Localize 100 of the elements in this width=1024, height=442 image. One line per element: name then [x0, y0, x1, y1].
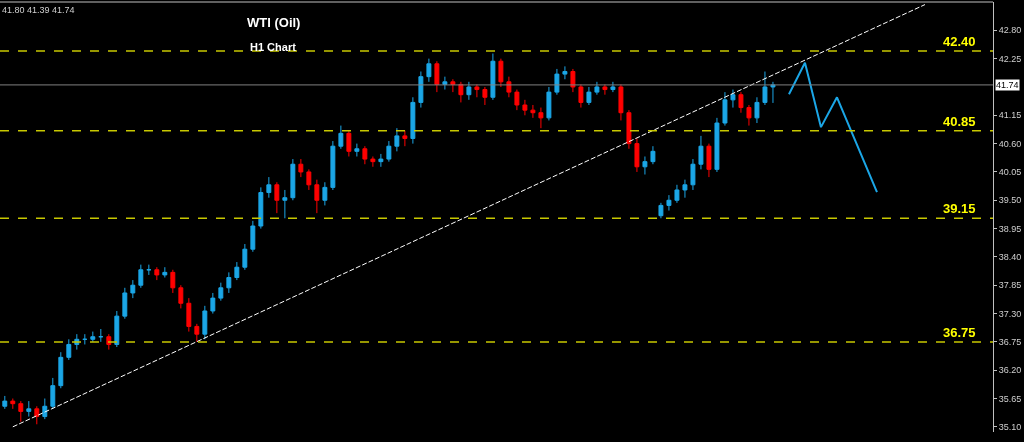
candlestick [210, 292, 216, 315]
candlestick [730, 89, 736, 109]
candlestick [138, 264, 144, 289]
candlestick [226, 271, 232, 294]
candlestick [130, 279, 136, 299]
candlestick [618, 83, 624, 121]
candlestick [546, 86, 552, 121]
candlestick [306, 168, 312, 191]
y-tick-label: 40.60 [998, 138, 1022, 149]
candlestick [538, 107, 544, 129]
candlestick [370, 155, 376, 168]
candlestick [402, 130, 408, 147]
candlestick [658, 202, 664, 219]
candlestick [410, 96, 416, 145]
y-tick-label: 37.30 [998, 308, 1022, 319]
candlestick [522, 99, 528, 116]
candlestick [186, 297, 192, 333]
candlestick [426, 58, 432, 83]
candlestick [578, 83, 584, 109]
y-tick-label: 41.15 [998, 110, 1022, 121]
candlestick [178, 284, 184, 309]
candlestick [162, 266, 168, 279]
candlestick [154, 266, 160, 281]
candlestick [394, 127, 400, 152]
line-series [787, 61, 878, 194]
candlestick [642, 155, 648, 176]
candlestick [66, 338, 72, 361]
candlestick [514, 89, 520, 111]
candlestick [314, 179, 320, 214]
candlestick [594, 81, 600, 96]
candlestick [450, 78, 456, 93]
y-tick-label: 37.85 [998, 280, 1022, 291]
candlestick [442, 76, 448, 91]
y-tick-label: 35.10 [998, 422, 1022, 432]
candlestick [418, 71, 424, 109]
candlestick [562, 65, 568, 80]
candlestick [346, 130, 352, 157]
y-tick-label: 38.95 [998, 223, 1022, 234]
candlestick [122, 287, 128, 320]
candlestick [586, 86, 592, 106]
candlestick [610, 81, 616, 93]
y-tick-label: 35.65 [998, 393, 1022, 404]
candlestick [218, 282, 224, 302]
candlestick [474, 83, 480, 98]
y-tick-label: 39.50 [998, 195, 1022, 206]
y-tick-label: 36.75 [998, 337, 1022, 348]
candlestick [82, 333, 88, 345]
candlestick [762, 71, 768, 106]
candlestick [258, 186, 264, 230]
ref-line-label: 39.15 [943, 201, 976, 216]
candlestick [354, 143, 360, 157]
candlestick [738, 91, 744, 114]
candlestick [466, 81, 472, 101]
candlestick [26, 400, 32, 418]
candlestick [338, 125, 344, 150]
candlestick [170, 269, 176, 294]
candlestick [2, 395, 8, 410]
candlestick [250, 220, 256, 253]
candlestick [746, 104, 752, 127]
candlestick [690, 158, 696, 191]
candlestick [58, 351, 64, 389]
ref-line-label: 36.75 [943, 325, 976, 340]
candlestick [634, 137, 640, 173]
candlestick [626, 109, 632, 150]
candlestick [282, 189, 288, 219]
candlestick [274, 181, 280, 214]
candlestick [498, 58, 504, 88]
candlestick [266, 176, 272, 199]
text: WTI (Oil) [247, 15, 301, 30]
candlestick [698, 135, 704, 170]
candlestick [50, 377, 56, 410]
y-tick-label: 42.25 [998, 53, 1022, 64]
candlestick [754, 96, 760, 124]
candlestick [322, 181, 328, 206]
candlestick [90, 331, 96, 343]
y-tick-label: 42.80 [998, 25, 1022, 36]
candlestick [378, 153, 384, 168]
candlestick [18, 400, 24, 423]
candlestick [602, 83, 608, 96]
candlestick [530, 104, 536, 119]
candlestick [242, 243, 248, 271]
candlestick [434, 60, 440, 93]
candlestick [714, 117, 720, 173]
candlestick [42, 398, 48, 420]
candlestick [330, 140, 336, 191]
ref-line-label: 42.40 [943, 34, 976, 49]
candlestick [482, 86, 488, 106]
candlestick [194, 323, 200, 343]
candlestick [666, 194, 672, 212]
candlestick [202, 305, 208, 340]
ref-line-label: 41.74 [996, 80, 1019, 90]
y-tick-label: 40.05 [998, 167, 1022, 178]
candlestick [34, 405, 40, 425]
candlestick [234, 261, 240, 281]
candlestick [298, 158, 304, 178]
y-tick-label: 36.20 [998, 365, 1022, 376]
candlestick [386, 140, 392, 163]
candlestick [146, 264, 152, 276]
candlestick [490, 53, 496, 101]
y-tick-label: 38.40 [998, 252, 1022, 263]
